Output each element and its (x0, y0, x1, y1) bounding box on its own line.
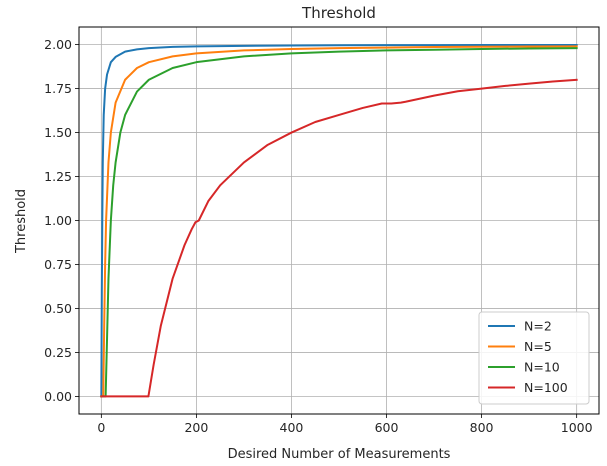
legend-label: N=10 (524, 360, 560, 375)
y-tick-label: 0.50 (44, 301, 72, 316)
series-line-1 (100, 43, 578, 398)
chart-title: Threshold (301, 4, 376, 22)
x-tick-label: 800 (470, 420, 494, 435)
legend-box (478, 311, 590, 405)
y-tick-label: 0.25 (44, 345, 72, 360)
x-tick-label: 200 (184, 420, 208, 435)
legend-label: N=100 (524, 380, 568, 395)
series-line-4 (100, 78, 578, 398)
y-tick-label: 2.00 (44, 37, 72, 52)
axis-ticks: 0 200 400 600 800 1000 0.00 0.25 0.50 0.75 1.00 1.2… (44, 37, 592, 435)
y-tick-label: 0.75 (44, 257, 72, 272)
y-tick-label: 1.00 (44, 213, 72, 228)
y-tick-label: 1.25 (44, 169, 72, 184)
y-axis-title: Threshold (14, 189, 29, 254)
x-axis-title: Desired Number of Measurements (228, 447, 451, 462)
legend: N=2 N=5 N=10 N=100 (478, 311, 590, 405)
y-tick-label: 0.00 (44, 389, 72, 404)
x-tick-label: 400 (280, 420, 304, 435)
legend-label: N=2 (524, 319, 552, 334)
x-tick-label: 0 (97, 420, 105, 435)
legend-label: N=5 (524, 339, 552, 354)
x-tick-label: 600 (375, 420, 399, 435)
grid-lines (79, 27, 599, 414)
x-tick-label: 1000 (561, 420, 593, 435)
y-tick-label: 1.75 (44, 81, 72, 96)
series-line-3 (100, 47, 578, 398)
y-tick-label: 1.50 (44, 125, 72, 140)
series-line-2 (100, 45, 578, 398)
series-lines (100, 43, 578, 398)
